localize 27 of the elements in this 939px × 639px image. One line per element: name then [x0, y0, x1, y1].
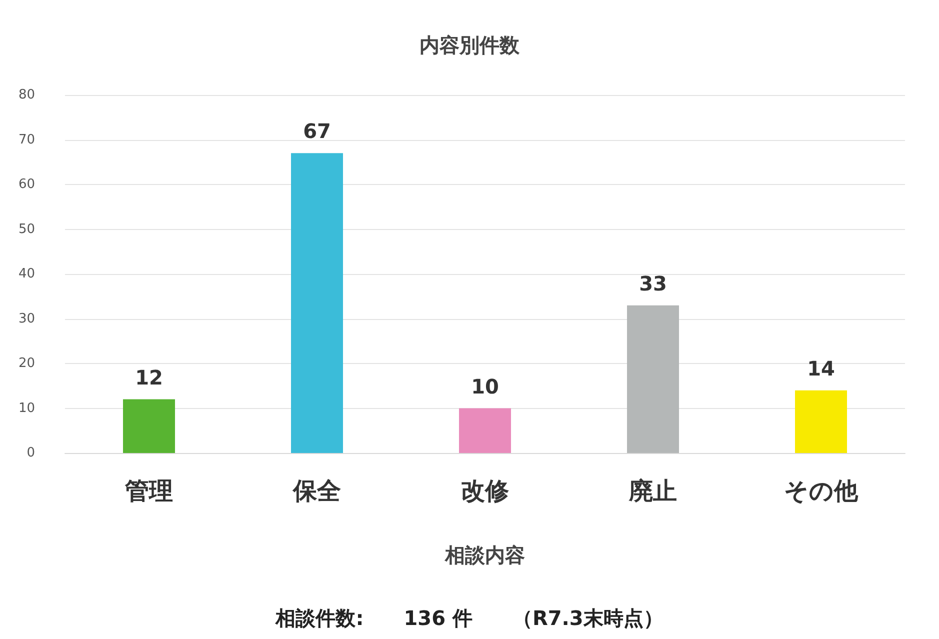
y-tick-label: 80: [18, 88, 35, 102]
y-tick-label: 40: [18, 266, 35, 282]
text: 相談件数: 136 件 （R7.3末時点）: [274, 606, 664, 630]
x-tick-label: その他: [784, 477, 859, 505]
data-label: 33: [639, 271, 667, 296]
bar: [123, 399, 175, 453]
x-tick-label: 廃止: [628, 477, 677, 505]
bar: [459, 408, 511, 453]
bar: [795, 390, 847, 453]
y-tick-label: 60: [18, 177, 35, 192]
y-tick-label: 50: [18, 222, 35, 237]
y-tick-label: 10: [18, 400, 35, 416]
data-label: 67: [303, 119, 331, 144]
x-tick-label: 管理: [124, 477, 173, 505]
y-tick-label: 0: [26, 446, 35, 460]
y-tick-label: 70: [18, 132, 35, 148]
y-tick-label: 30: [18, 311, 35, 326]
data-label: 14: [807, 356, 835, 380]
x-tick-label: 改修: [461, 477, 510, 505]
data-label: 10: [471, 374, 499, 398]
x-axis-title: 相談内容: [444, 543, 525, 567]
x-tick-label: 保全: [292, 477, 342, 505]
chart-title: 内容別件数: [420, 33, 520, 57]
bar: [627, 305, 679, 453]
y-tick-label: 20: [18, 356, 35, 371]
bar: [291, 153, 343, 453]
data-label: 12: [135, 365, 163, 390]
